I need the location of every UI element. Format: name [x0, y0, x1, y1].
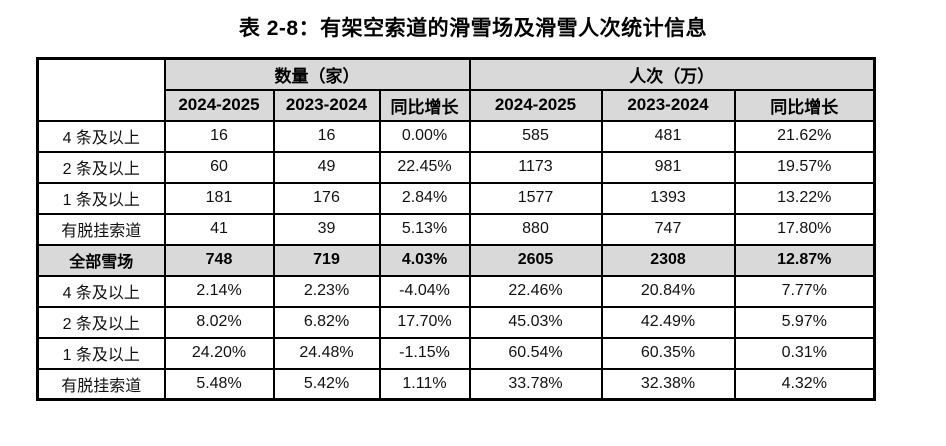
- cell: 2605: [468, 243, 603, 277]
- cell: 33.78%: [468, 367, 603, 401]
- corner-cell: [36, 57, 166, 122]
- cell: 981: [600, 150, 736, 184]
- group-header-quantity: 数量（家）: [163, 57, 471, 91]
- cell: 5.48%: [163, 367, 275, 401]
- row-label: 4 条及以上: [36, 274, 166, 308]
- cell: 12.87%: [733, 243, 876, 277]
- row-label: 4 条及以上: [36, 119, 166, 153]
- column-header: 2023-2024: [600, 88, 736, 122]
- cell: 19.57%: [733, 150, 876, 184]
- table-row: 2 条及以上 8.02% 6.82% 17.70% 45.03% 42.49% …: [36, 305, 876, 339]
- cell: 60: [163, 150, 275, 184]
- row-label: 1 条及以上: [36, 336, 166, 370]
- column-header: 2024-2025: [468, 88, 603, 122]
- cell: 21.62%: [733, 119, 876, 153]
- cell: 45.03%: [468, 305, 603, 339]
- cell: 32.38%: [600, 367, 736, 401]
- cell: -1.15%: [378, 336, 471, 370]
- statistics-table: 数量（家） 人次（万） 2024-2025 2023-2024 同比增长 202…: [36, 57, 876, 401]
- cell: 181: [163, 181, 275, 215]
- cell: 22.45%: [378, 150, 471, 184]
- group-header-row: 数量（家） 人次（万）: [36, 57, 876, 122]
- cell: 24.48%: [272, 336, 381, 370]
- row-label: 全部雪场: [36, 243, 166, 277]
- cell: -4.04%: [378, 274, 471, 308]
- cell: 0.31%: [733, 336, 876, 370]
- group-header-visits: 人次（万）: [468, 57, 876, 91]
- cell: 13.22%: [733, 181, 876, 215]
- cell: 1.11%: [378, 367, 471, 401]
- cell: 2308: [600, 243, 736, 277]
- table-row: 1 条及以上 24.20% 24.48% -1.15% 60.54% 60.35…: [36, 336, 876, 370]
- cell: 1393: [600, 181, 736, 215]
- cell: 39: [272, 212, 381, 246]
- cell: 5.13%: [378, 212, 471, 246]
- table-row: 4 条及以上 16 16 0.00% 585 481 21.62%: [36, 119, 876, 153]
- table-row: 有脱挂索道 5.48% 5.42% 1.11% 33.78% 32.38% 4.…: [36, 367, 876, 401]
- cell: 6.82%: [272, 305, 381, 339]
- cell: 481: [600, 119, 736, 153]
- table-row: 4 条及以上 2.14% 2.23% -4.04% 22.46% 20.84% …: [36, 274, 876, 308]
- cell: 17.70%: [378, 305, 471, 339]
- cell: 16: [272, 119, 381, 153]
- cell: 1577: [468, 181, 603, 215]
- table-row: 1 条及以上 181 176 2.84% 1577 1393 13.22%: [36, 181, 876, 215]
- column-header-row: 2024-2025 2023-2024 同比增长 2024-2025 2023-…: [38, 88, 876, 122]
- cell: 719: [272, 243, 381, 277]
- table-row: 2 条及以上 60 49 22.45% 1173 981 19.57%: [36, 150, 876, 184]
- cell: 8.02%: [163, 305, 275, 339]
- cell: 41: [163, 212, 275, 246]
- cell: 24.20%: [163, 336, 275, 370]
- column-header: 同比增长: [378, 88, 471, 122]
- summary-row: 全部雪场 748 719 4.03% 2605 2308 12.87%: [36, 243, 876, 277]
- cell: 4.03%: [378, 243, 471, 277]
- cell: 0.00%: [378, 119, 471, 153]
- cell: 748: [163, 243, 275, 277]
- row-label: 1 条及以上: [36, 181, 166, 215]
- cell: 4.32%: [733, 367, 876, 401]
- table-row: 有脱挂索道 41 39 5.13% 880 747 17.80%: [36, 212, 876, 246]
- cell: 60.54%: [468, 336, 603, 370]
- column-header: 2023-2024: [272, 88, 381, 122]
- cell: 585: [468, 119, 603, 153]
- cell: 2.23%: [272, 274, 381, 308]
- cell: 5.42%: [272, 367, 381, 401]
- cell: 17.80%: [733, 212, 876, 246]
- cell: 49: [272, 150, 381, 184]
- cell: 22.46%: [468, 274, 603, 308]
- table-title: 表 2-8：有架空索道的滑雪场及滑雪人次统计信息: [238, 17, 708, 40]
- cell: 42.49%: [600, 305, 736, 339]
- column-header: 同比增长: [733, 88, 876, 122]
- cell: 2.84%: [378, 181, 471, 215]
- cell: 880: [468, 212, 603, 246]
- column-header: 2024-2025: [163, 88, 275, 122]
- row-label: 有脱挂索道: [36, 212, 166, 246]
- cell: 60.35%: [600, 336, 736, 370]
- cell: 7.77%: [733, 274, 876, 308]
- row-label: 2 条及以上: [36, 150, 166, 184]
- row-label: 2 条及以上: [36, 305, 166, 339]
- cell: 747: [600, 212, 736, 246]
- cell: 16: [163, 119, 275, 153]
- row-label: 有脱挂索道: [36, 367, 166, 401]
- cell: 176: [272, 181, 381, 215]
- cell: 5.97%: [733, 305, 876, 339]
- cell: 2.14%: [163, 274, 275, 308]
- cell: 1173: [468, 150, 603, 184]
- cell: 20.84%: [600, 274, 736, 308]
